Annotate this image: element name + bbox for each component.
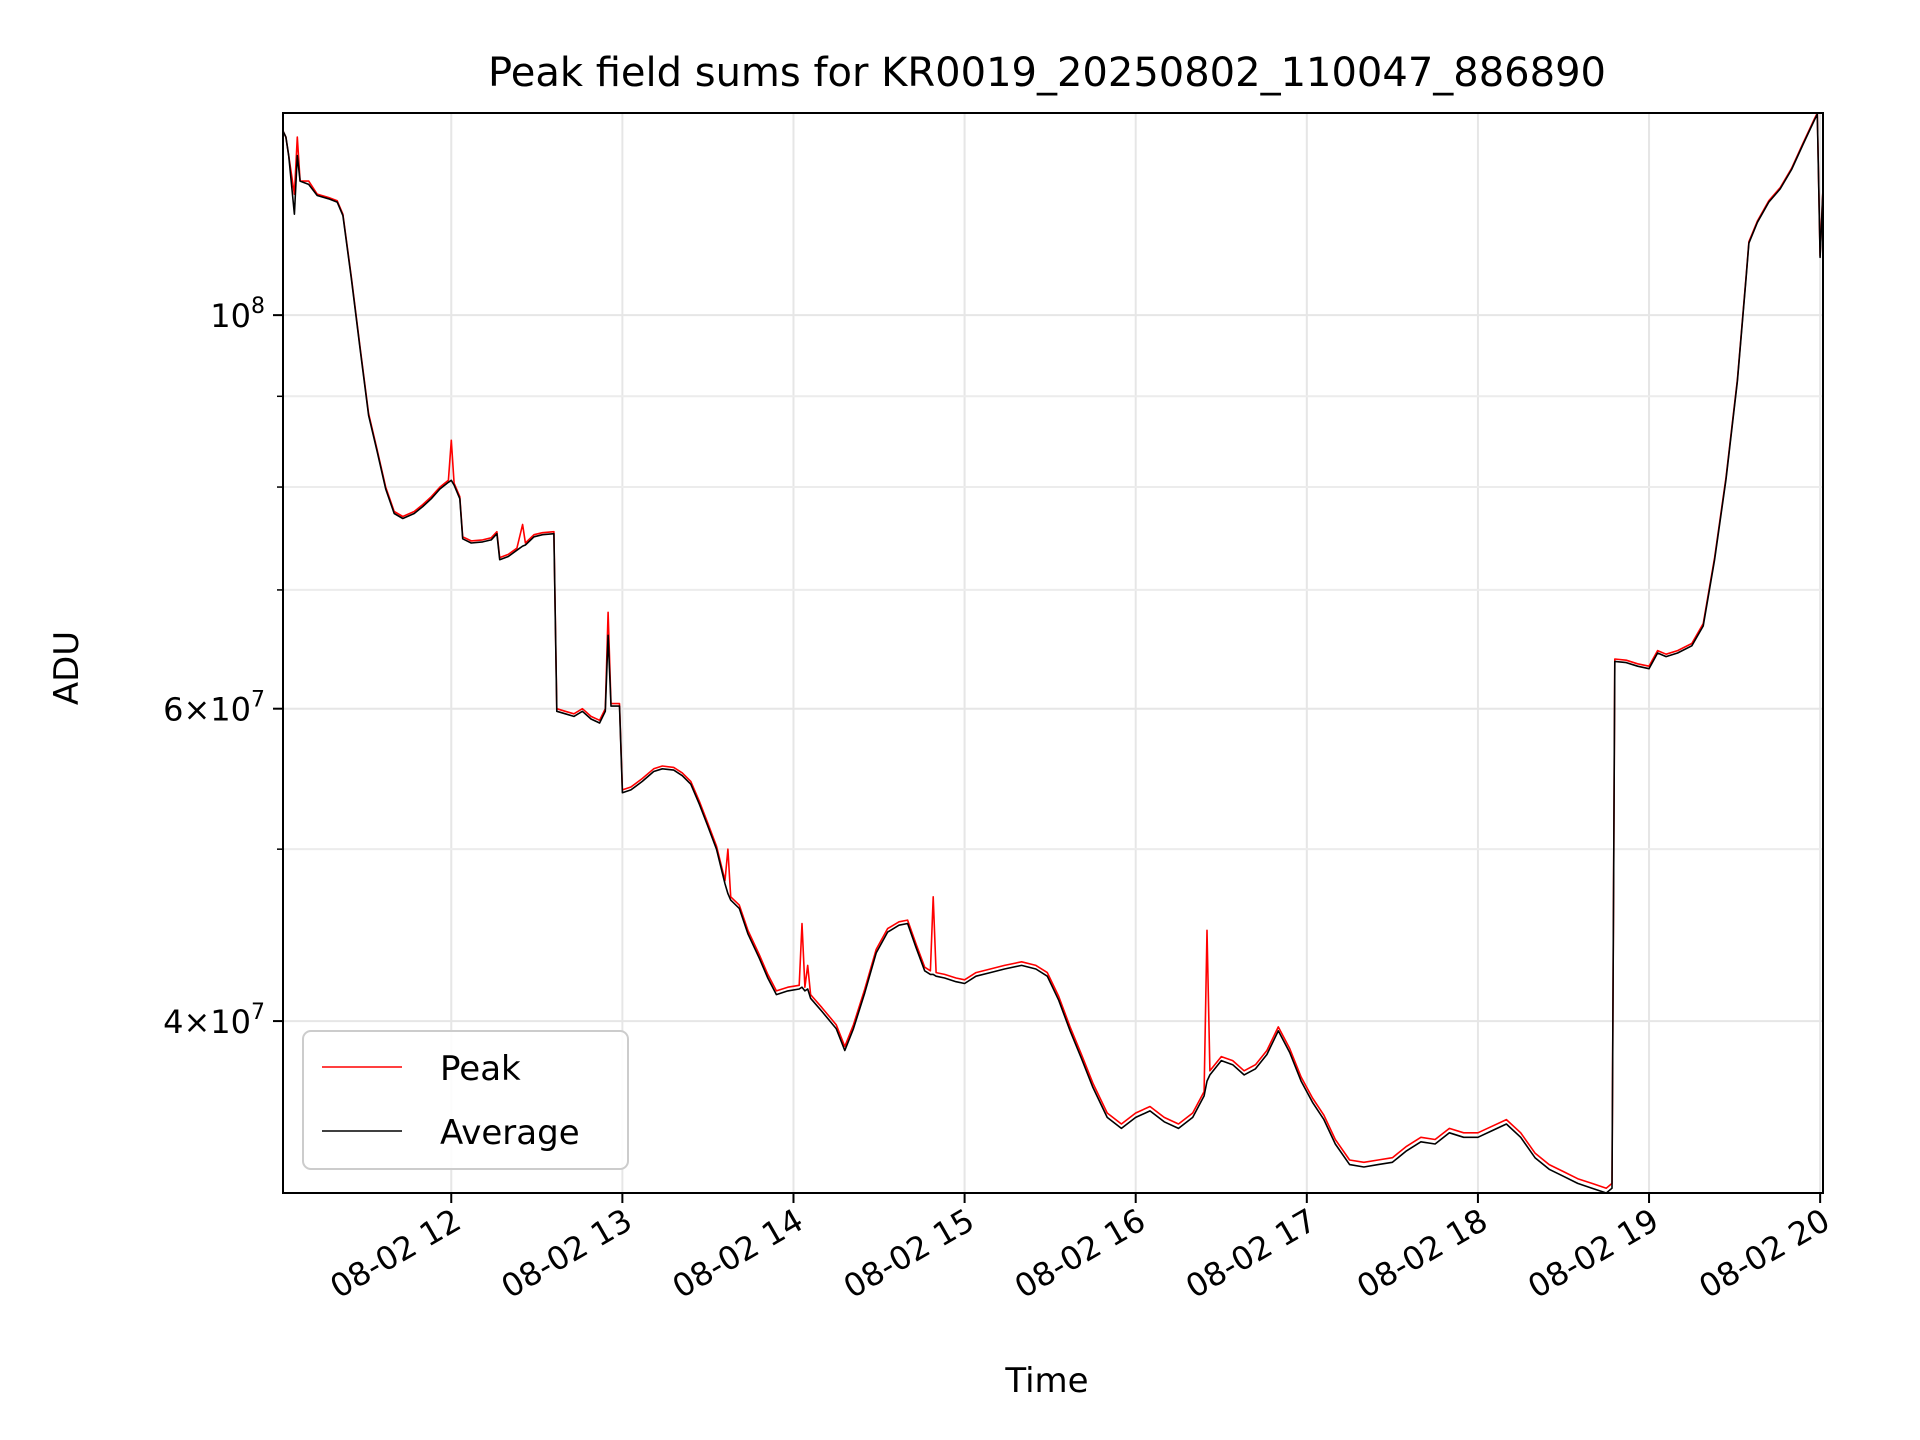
y-tick-prefix: 6× bbox=[163, 691, 210, 729]
x-axis-label: Time bbox=[1004, 1361, 1088, 1401]
y-tick-base: 10 bbox=[210, 297, 251, 335]
series-layer bbox=[283, 113, 1823, 1193]
y-tick-exponent: 7 bbox=[251, 1000, 265, 1025]
y-tick-base: 10 bbox=[210, 1003, 251, 1041]
y-tick-label: 108 bbox=[210, 294, 265, 335]
series-line-average bbox=[283, 113, 1823, 1193]
y-axis-label: ADU bbox=[47, 631, 87, 705]
y-tick-exponent: 8 bbox=[251, 294, 265, 319]
y-tick-base: 10 bbox=[210, 691, 251, 729]
y-tick-label: 4×107 bbox=[163, 1000, 265, 1041]
legend-label-peak: Peak bbox=[440, 1049, 521, 1089]
y-tick-prefix: 4× bbox=[163, 1003, 210, 1041]
series-line-peak bbox=[283, 113, 1823, 1189]
y-tick-label: 6×107 bbox=[163, 688, 265, 729]
legend-box bbox=[302, 1030, 629, 1170]
legend-label-average: Average bbox=[440, 1113, 580, 1153]
grid bbox=[283, 113, 1823, 1193]
legend: Peak Average bbox=[302, 1030, 629, 1170]
plot-frame bbox=[282, 112, 1824, 1194]
chart-title: Peak field sums for KR0019_20250802_1100… bbox=[488, 50, 1606, 96]
y-tick-exponent: 7 bbox=[251, 688, 265, 713]
